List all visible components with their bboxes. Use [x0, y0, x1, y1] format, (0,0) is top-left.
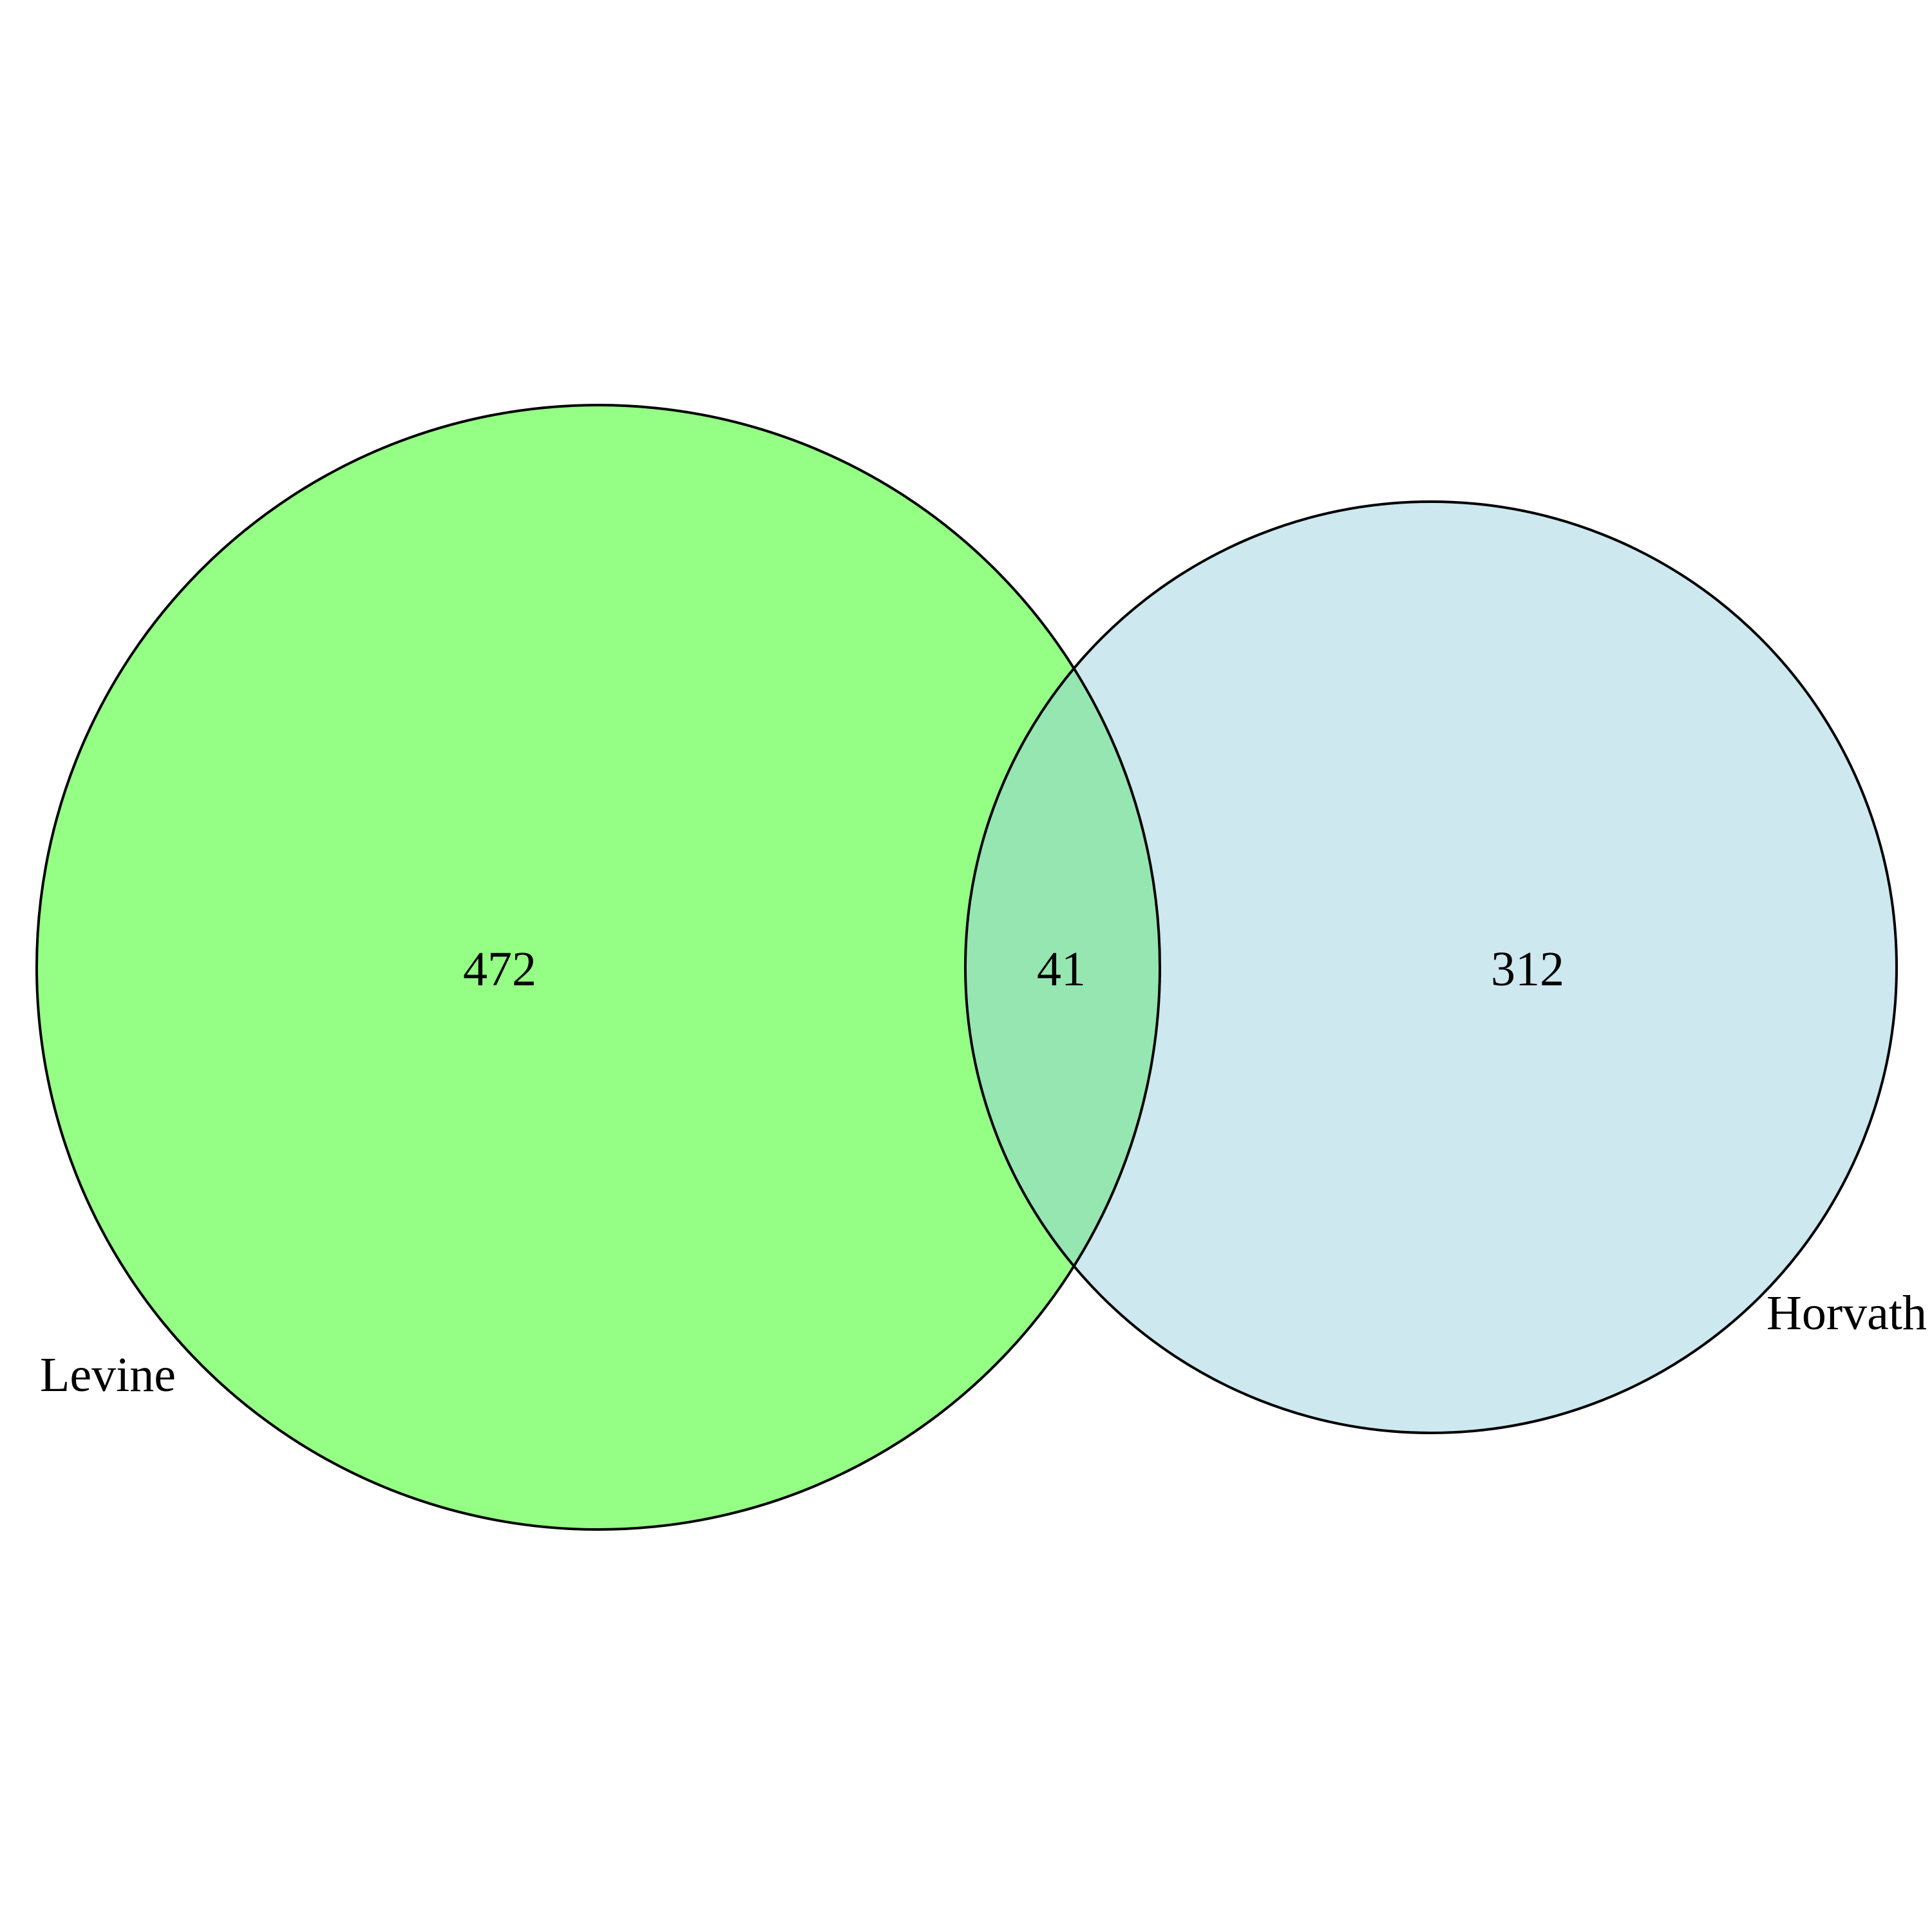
- levine-only-count: 472: [463, 942, 536, 996]
- levine-circle: [37, 405, 1160, 1530]
- horvath-outline: [964, 500, 1898, 1434]
- levine-label: Levine: [40, 1348, 176, 1402]
- levine-outline: [35, 404, 1161, 1531]
- horvath-only-count: 312: [1491, 942, 1564, 996]
- horvath-circle: [965, 502, 1897, 1433]
- intersection-count: 41: [1037, 942, 1086, 996]
- horvath-label: Horvath: [1766, 1286, 1927, 1340]
